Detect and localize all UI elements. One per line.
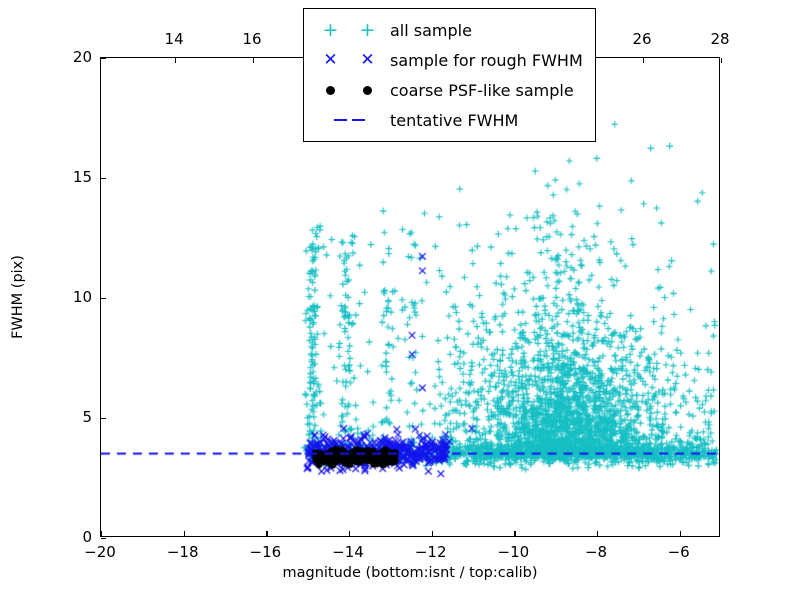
top-tick-label: 14: [164, 30, 184, 48]
axis-tick: [514, 531, 516, 536]
top-tick-label: 16: [242, 30, 262, 48]
plot-axes: [100, 57, 723, 540]
legend-entry-tentative-fwhm: tentative FWHM: [312, 105, 583, 135]
top-tick-label: 26: [632, 30, 652, 48]
axis-tick: [721, 58, 723, 63]
axis-tick: [431, 531, 433, 536]
axis-tick: [597, 531, 599, 536]
axis-tick: [266, 531, 268, 536]
plus-icon: + +: [322, 18, 376, 41]
cross-icon: ✕ ✕: [323, 49, 375, 70]
bottom-tick-label: −14: [332, 543, 364, 561]
bottom-tick-label: −8: [584, 543, 608, 561]
left-tick-label: 10: [72, 288, 92, 306]
bottom-tick-label: −6: [667, 543, 690, 561]
left-tick-label: 20: [72, 48, 92, 66]
legend-entry-coarse-psf: coarse PSF-like sample: [312, 75, 583, 105]
axis-tick: [253, 58, 255, 63]
axis-tick: [101, 58, 106, 60]
axis-tick: [101, 418, 106, 420]
axis-tick: [349, 531, 351, 536]
left-tick-label: 0: [82, 528, 92, 546]
axis-tick: [101, 538, 106, 540]
left-tick-label: 5: [82, 408, 92, 426]
chart-legend: + + all sample ✕ ✕ sample for rough FWHM c…: [303, 8, 596, 142]
left-tick-label: 15: [72, 168, 92, 186]
legend-label: tentative FWHM: [390, 110, 519, 130]
bottom-tick-label: −10: [497, 543, 530, 561]
bottom-tick-label: −12: [414, 543, 447, 561]
legend-entry-all-sample: + + all sample: [312, 15, 583, 45]
bottom-tick-label: −16: [249, 543, 282, 561]
legend-label: coarse PSF-like sample: [390, 80, 574, 100]
axis-tick: [175, 58, 177, 63]
y-axis-label: FWHM (pix): [10, 255, 26, 339]
axis-tick: [101, 531, 103, 536]
axis-tick: [101, 178, 106, 180]
axis-tick: [643, 58, 645, 63]
axis-tick: [679, 531, 681, 536]
dashed-line-icon: [312, 118, 386, 122]
axis-tick: [183, 531, 185, 536]
legend-label: sample for rough FWHM: [390, 50, 583, 70]
legend-entry-rough-fwhm: ✕ ✕ sample for rough FWHM: [312, 45, 583, 75]
axis-tick: [101, 298, 106, 300]
x-axis-label: magnitude (bottom:isnt / top:calib): [282, 565, 538, 581]
top-tick-label: 28: [710, 30, 730, 48]
dot-icon: [312, 85, 386, 95]
legend-label: all sample: [390, 20, 472, 40]
bottom-tick-label: −20: [84, 543, 116, 561]
bottom-tick-label: −18: [166, 543, 199, 561]
